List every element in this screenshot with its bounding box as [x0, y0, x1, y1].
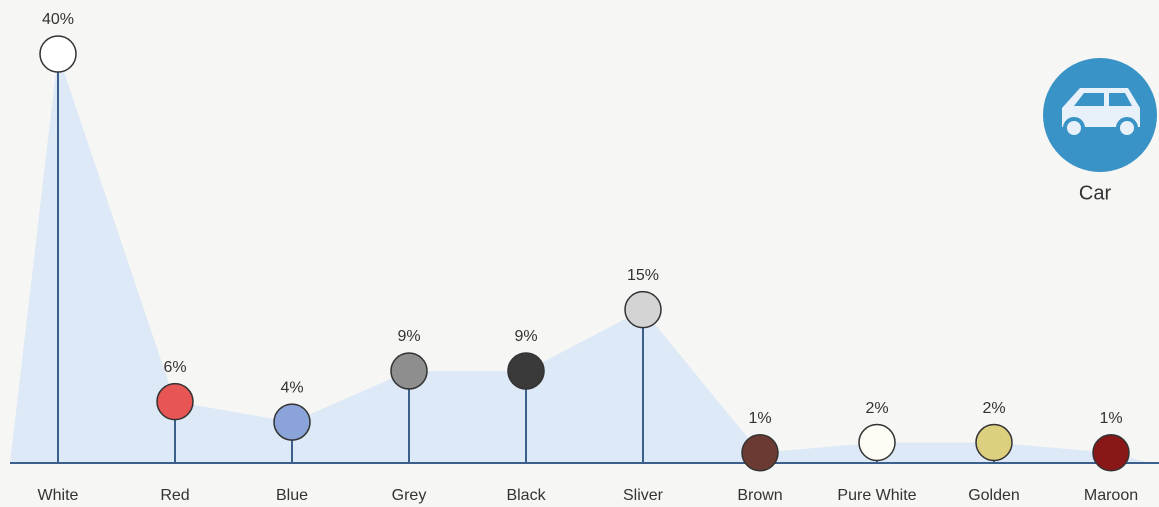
car-icon	[1043, 58, 1157, 172]
dot	[156, 382, 194, 421]
value-label: 1%	[748, 410, 771, 427]
dot	[390, 352, 428, 390]
x-tick-label: Red	[160, 487, 189, 504]
value-label: 9%	[514, 328, 537, 345]
dot	[273, 403, 311, 441]
x-tick-label: Sliver	[623, 487, 664, 504]
dot	[975, 423, 1013, 462]
dot	[1092, 434, 1130, 472]
area	[10, 54, 1150, 463]
x-tick-label: Brown	[737, 487, 782, 504]
value-label: 2%	[982, 400, 1005, 417]
x-tick-label: White	[38, 487, 79, 504]
dot	[507, 352, 545, 390]
value-label: 40%	[42, 11, 74, 28]
dot	[624, 290, 662, 329]
icon-label: Car	[1079, 182, 1112, 204]
x-tick-label: Blue	[276, 487, 308, 504]
value-label: 1%	[1099, 410, 1122, 427]
x-tick-label: Grey	[392, 487, 427, 504]
dot	[39, 35, 77, 73]
dot	[858, 423, 896, 462]
dot	[741, 434, 779, 472]
value-label: 2%	[865, 400, 888, 417]
plot: 40% White 6% Red 4% Blue 9% Grey 9% Black 15% Slive…	[10, 11, 1159, 504]
x-tick-label: Black	[506, 487, 546, 504]
value-label: 9%	[397, 328, 420, 345]
x-tick-label: Pure White	[837, 487, 916, 504]
value-label: 6%	[163, 359, 186, 376]
x-tick-label: Maroon	[1084, 487, 1138, 504]
x-tick-label: Golden	[968, 487, 1020, 504]
value-label: 15%	[627, 267, 659, 284]
value-label: 4%	[280, 379, 303, 396]
